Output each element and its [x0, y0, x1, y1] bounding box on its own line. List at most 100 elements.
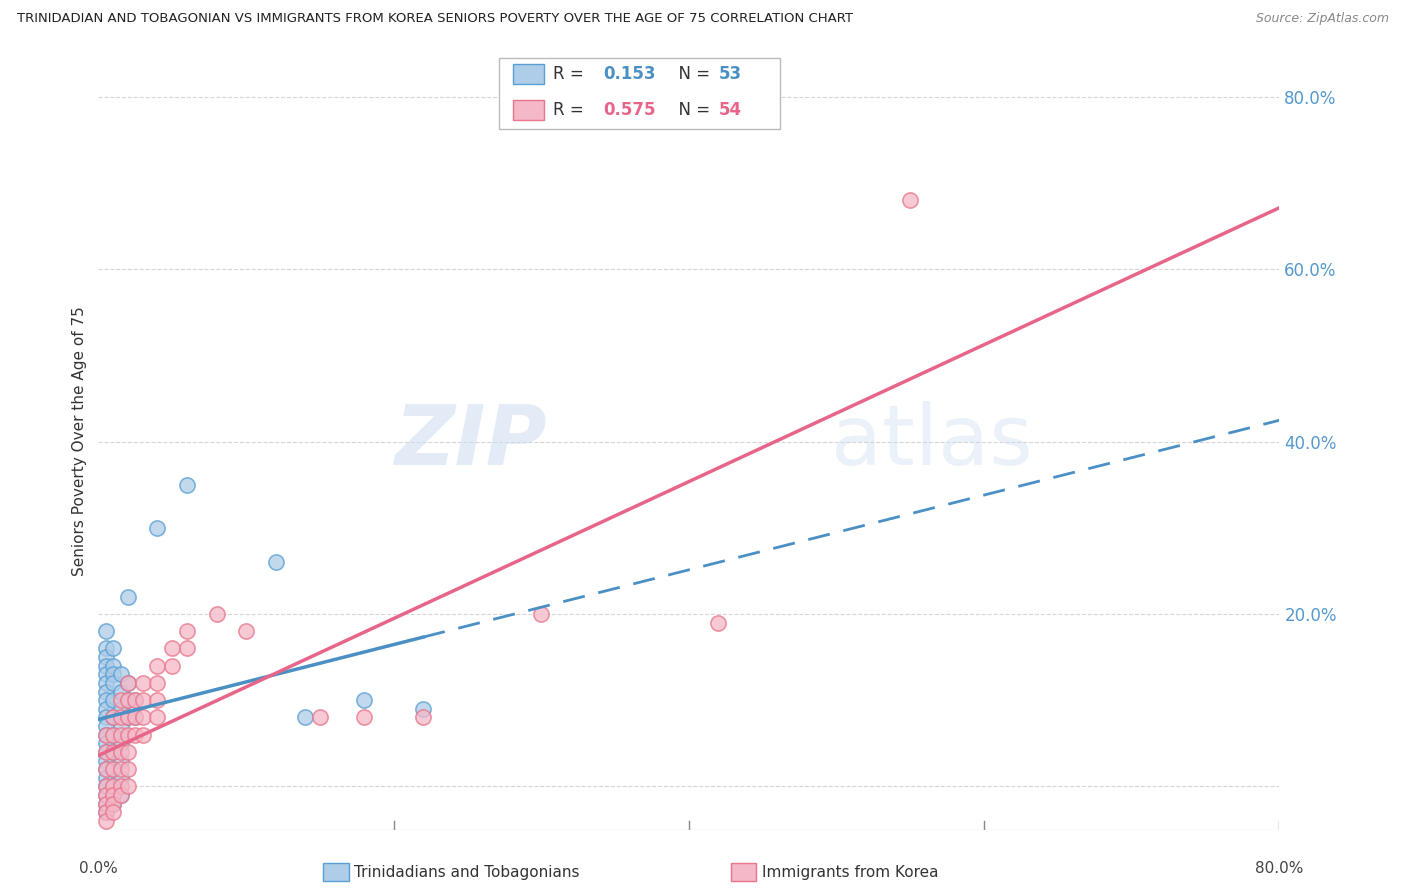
Text: 0.575: 0.575 [603, 101, 655, 119]
Text: N =: N = [668, 101, 716, 119]
Point [294, 710, 316, 724]
Point [132, 710, 155, 724]
Point [103, 710, 125, 724]
Point [110, 667, 132, 681]
Point [94, 797, 117, 811]
Point [117, 710, 139, 724]
Text: Source: ZipAtlas.com: Source: ZipAtlas.com [1256, 12, 1389, 25]
Point [103, 693, 125, 707]
Point [103, 762, 125, 776]
Point [146, 676, 169, 690]
Point [146, 710, 169, 724]
Point [94, 658, 117, 673]
Point [94, 805, 117, 820]
Point [94, 736, 117, 750]
Point [94, 754, 117, 768]
Point [117, 728, 139, 742]
Point [124, 693, 146, 707]
Point [103, 745, 125, 759]
Point [94, 780, 117, 794]
Point [146, 521, 169, 535]
Point [103, 728, 125, 742]
Point [94, 780, 117, 794]
Point [900, 193, 922, 207]
Point [94, 805, 117, 820]
Point [94, 788, 117, 802]
Point [132, 693, 155, 707]
Point [94, 745, 117, 759]
Point [103, 788, 125, 802]
Point [94, 762, 117, 776]
Point [103, 745, 125, 759]
Point [103, 710, 125, 724]
Point [110, 745, 132, 759]
Point [124, 710, 146, 724]
Point [146, 658, 169, 673]
Point [110, 702, 132, 716]
Point [103, 728, 125, 742]
Point [117, 762, 139, 776]
Point [124, 693, 146, 707]
Point [94, 719, 117, 733]
Point [94, 728, 117, 742]
Point [205, 607, 228, 621]
Point [110, 693, 132, 707]
Point [117, 780, 139, 794]
Text: R =: R = [553, 101, 589, 119]
Point [94, 814, 117, 828]
Text: N =: N = [668, 65, 716, 83]
Point [94, 624, 117, 639]
Point [117, 676, 139, 690]
Point [103, 780, 125, 794]
Point [94, 745, 117, 759]
Point [530, 607, 553, 621]
Point [94, 684, 117, 698]
Point [110, 788, 132, 802]
Point [103, 780, 125, 794]
Point [94, 650, 117, 665]
Point [103, 788, 125, 802]
Y-axis label: Seniors Poverty Over the Age of 75: Seniors Poverty Over the Age of 75 [72, 307, 87, 576]
Point [412, 710, 434, 724]
Point [94, 797, 117, 811]
Text: 0.153: 0.153 [603, 65, 655, 83]
Point [110, 771, 132, 785]
Point [132, 728, 155, 742]
Point [94, 693, 117, 707]
Point [110, 710, 132, 724]
Point [94, 710, 117, 724]
Point [117, 693, 139, 707]
Point [94, 702, 117, 716]
Text: TRINIDADIAN AND TOBAGONIAN VS IMMIGRANTS FROM KOREA SENIORS POVERTY OVER THE AGE: TRINIDADIAN AND TOBAGONIAN VS IMMIGRANTS… [17, 12, 853, 25]
Point [176, 641, 198, 656]
Text: ZIP: ZIP [395, 401, 547, 482]
Point [176, 624, 198, 639]
Point [117, 676, 139, 690]
Point [110, 684, 132, 698]
Point [103, 762, 125, 776]
Point [117, 693, 139, 707]
Text: 0.0%: 0.0% [79, 861, 118, 876]
Text: atlas: atlas [831, 401, 1032, 482]
Point [94, 667, 117, 681]
Point [103, 667, 125, 681]
Point [110, 754, 132, 768]
Point [110, 736, 132, 750]
Point [707, 615, 730, 630]
Point [94, 771, 117, 785]
Point [117, 710, 139, 724]
Text: R =: R = [553, 65, 589, 83]
Point [117, 745, 139, 759]
Text: Trinidadians and Tobagonians: Trinidadians and Tobagonians [354, 865, 579, 880]
Point [94, 788, 117, 802]
Text: Immigrants from Korea: Immigrants from Korea [762, 865, 939, 880]
Point [94, 762, 117, 776]
Point [110, 788, 132, 802]
Point [176, 477, 198, 491]
Point [132, 676, 155, 690]
Text: 54: 54 [718, 101, 741, 119]
Point [264, 555, 287, 569]
Point [353, 710, 375, 724]
Point [124, 728, 146, 742]
Point [103, 797, 125, 811]
